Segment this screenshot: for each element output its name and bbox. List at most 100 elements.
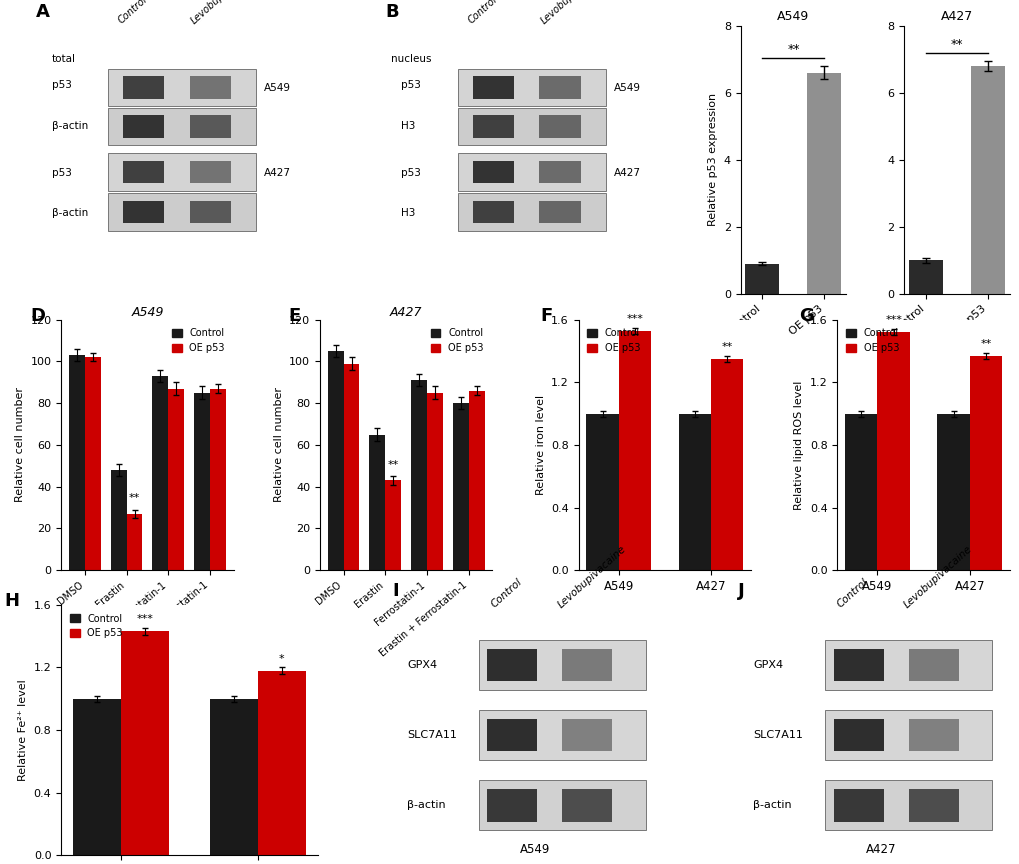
- Title: A427: A427: [389, 306, 422, 319]
- Title: A549: A549: [131, 306, 163, 319]
- Bar: [824, 710, 990, 760]
- Bar: [343, 364, 359, 570]
- Bar: [469, 391, 484, 570]
- Text: p53: p53: [52, 79, 71, 90]
- Text: F: F: [540, 307, 552, 325]
- Bar: [473, 200, 514, 223]
- Bar: [108, 153, 256, 191]
- Text: SLC7A11: SLC7A11: [753, 730, 803, 740]
- Bar: [122, 76, 164, 98]
- Bar: [458, 194, 605, 231]
- Text: A427: A427: [613, 168, 641, 178]
- Text: H: H: [5, 593, 19, 610]
- Bar: [452, 403, 469, 570]
- Text: Levobupivacaine: Levobupivacaine: [189, 0, 257, 26]
- Bar: [539, 76, 580, 98]
- Bar: [152, 376, 168, 570]
- Bar: [85, 358, 101, 570]
- Bar: [487, 649, 537, 681]
- Bar: [126, 514, 143, 570]
- Bar: [539, 161, 580, 183]
- Text: Control: Control: [116, 0, 149, 26]
- Bar: [194, 393, 210, 570]
- Text: ***: ***: [884, 315, 901, 325]
- Bar: [210, 389, 225, 570]
- Text: A549: A549: [264, 83, 290, 92]
- Text: p53: p53: [52, 168, 71, 178]
- Bar: [824, 780, 990, 830]
- Legend: Control, OE p53: Control, OE p53: [66, 610, 126, 642]
- Bar: [970, 67, 1004, 294]
- Text: I: I: [391, 581, 398, 600]
- Text: A427: A427: [264, 168, 290, 178]
- Bar: [479, 710, 645, 760]
- Bar: [678, 414, 710, 570]
- Bar: [586, 414, 619, 570]
- Text: Levobupivacaine: Levobupivacaine: [901, 543, 973, 610]
- Text: H3: H3: [401, 208, 416, 219]
- Bar: [120, 632, 169, 855]
- Bar: [168, 389, 184, 570]
- Bar: [327, 351, 343, 570]
- Bar: [479, 780, 645, 830]
- Text: **: **: [979, 339, 990, 349]
- Text: GPX4: GPX4: [407, 660, 437, 670]
- Y-axis label: Relative cell number: Relative cell number: [273, 387, 283, 503]
- Text: ***: ***: [626, 314, 643, 324]
- Text: E: E: [288, 307, 301, 325]
- Text: **: **: [950, 38, 962, 51]
- Bar: [561, 649, 611, 681]
- Bar: [473, 115, 514, 137]
- Text: GPX4: GPX4: [753, 660, 783, 670]
- Title: A427: A427: [940, 10, 972, 23]
- Y-axis label: Relative iron level: Relative iron level: [535, 395, 545, 495]
- Bar: [72, 699, 120, 855]
- Bar: [833, 649, 882, 681]
- Text: p53: p53: [401, 168, 421, 178]
- Bar: [936, 414, 969, 570]
- Bar: [539, 200, 580, 223]
- Bar: [122, 200, 164, 223]
- Bar: [122, 161, 164, 183]
- Text: SLC7A11: SLC7A11: [407, 730, 457, 740]
- Bar: [473, 161, 514, 183]
- Text: **: **: [720, 342, 732, 352]
- Text: A549: A549: [613, 83, 641, 92]
- Bar: [908, 260, 943, 294]
- Bar: [369, 435, 385, 570]
- Bar: [969, 356, 1001, 570]
- Text: Control: Control: [466, 0, 498, 26]
- Text: β-actin: β-actin: [52, 121, 88, 131]
- Text: total: total: [52, 54, 75, 65]
- Bar: [876, 332, 909, 570]
- Bar: [108, 108, 256, 145]
- Bar: [427, 393, 442, 570]
- Text: **: **: [128, 493, 140, 504]
- Bar: [487, 719, 537, 752]
- Bar: [487, 789, 537, 822]
- Text: H3: H3: [401, 121, 416, 131]
- Bar: [908, 649, 958, 681]
- Text: β-actin: β-actin: [407, 800, 445, 810]
- Text: Control: Control: [489, 577, 524, 610]
- Text: D: D: [31, 307, 45, 325]
- Bar: [845, 414, 876, 570]
- Text: **: **: [387, 460, 398, 470]
- Bar: [908, 719, 958, 752]
- Bar: [190, 115, 230, 137]
- Bar: [190, 200, 230, 223]
- Legend: Control, OE p53: Control, OE p53: [583, 325, 644, 357]
- Bar: [539, 115, 580, 137]
- Bar: [210, 699, 258, 855]
- Bar: [824, 640, 990, 690]
- Text: J: J: [738, 581, 744, 600]
- Y-axis label: Relative Fe²⁺ level: Relative Fe²⁺ level: [18, 679, 29, 781]
- Text: B: B: [385, 3, 398, 21]
- Bar: [458, 69, 605, 106]
- Bar: [561, 789, 611, 822]
- Title: A549: A549: [776, 10, 809, 23]
- Bar: [108, 194, 256, 231]
- Bar: [190, 76, 230, 98]
- Text: Control: Control: [835, 577, 869, 610]
- Bar: [908, 789, 958, 822]
